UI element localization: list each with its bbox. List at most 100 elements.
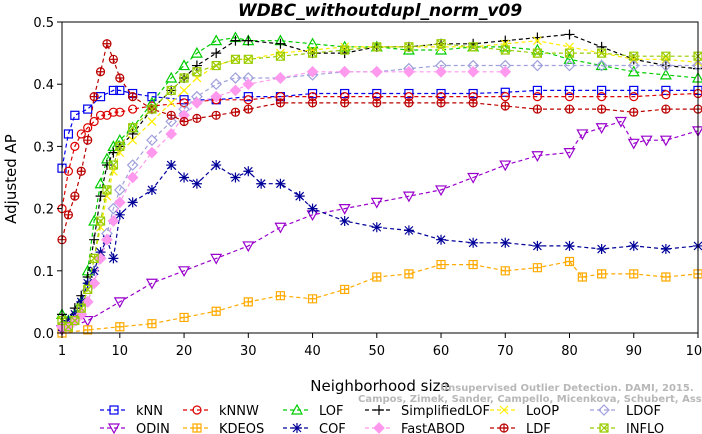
data-point-simplifiedlof (108, 147, 119, 158)
legend-item-inflo: INFLO (590, 422, 664, 434)
data-point-lof (627, 65, 640, 77)
data-point-ldf (179, 116, 189, 127)
data-point-inflo (532, 48, 542, 58)
data-point-lof (306, 37, 319, 49)
data-point-odin (145, 278, 158, 290)
legend-item-fastabod: FastABOD (365, 422, 465, 434)
watermark-line-1: Unsupervised Outlier Detection. DAMI, 20… (440, 383, 694, 394)
data-point-fastabod (435, 65, 447, 78)
data-point-ldf (629, 107, 639, 117)
plot-area (55, 29, 702, 338)
data-point-ldof (165, 115, 178, 128)
legend-label-fastabod: FastABOD (401, 422, 465, 434)
data-point-inflo (70, 315, 80, 326)
data-point-fastabod (338, 65, 351, 78)
data-point-lof (165, 71, 178, 83)
data-point-inflo (661, 51, 671, 61)
data-point-lof (94, 177, 107, 189)
x-tick-label: 90 (625, 344, 642, 359)
data-point-ldof (595, 59, 608, 72)
legend-swatch-marker (499, 423, 509, 433)
legend-item-cof: COF (283, 422, 346, 434)
data-point-simplifiedlof (230, 35, 241, 46)
x-axis-label: Neighborhood size (310, 377, 449, 395)
data-point-cof (146, 184, 157, 195)
data-point-loop (166, 98, 176, 108)
data-point-ldf (115, 73, 125, 83)
data-point-simplifiedlof (243, 35, 254, 46)
data-point-cof (307, 203, 318, 214)
data-point-knnw (564, 92, 575, 102)
data-point-cof (76, 296, 87, 307)
data-point-knn (115, 85, 125, 96)
data-point-knnw (70, 141, 80, 151)
chart-title: WDBC_withoutdupl_norm_v09 (238, 1, 523, 21)
series-line-simplifiedlof (61, 33, 699, 322)
legend-label-ldf: LDF (526, 422, 551, 434)
data-point-simplifiedlof (191, 60, 202, 71)
data-point-kdeos (179, 312, 189, 323)
series-line-kdeos (61, 260, 699, 334)
data-point-fastabod (306, 65, 319, 78)
data-point-odin (370, 197, 383, 209)
data-point-cof (468, 237, 479, 248)
data-point-odin (274, 222, 287, 234)
data-point-ldf (661, 104, 671, 114)
data-point-odin (178, 266, 191, 278)
series-line-inflo (61, 43, 698, 328)
data-point-cof (403, 225, 414, 236)
data-point-simplifiedlof (564, 29, 575, 40)
data-point-lof (563, 53, 576, 64)
data-point-cof (179, 172, 190, 183)
watermark-line-2: Campos, Zimek, Sander, Campello, Micenko… (358, 394, 702, 405)
data-point-odin (531, 151, 544, 162)
data-point-ldof (210, 78, 223, 91)
data-point-cof (532, 240, 543, 251)
data-point-odin (614, 116, 627, 128)
data-point-ldf (63, 210, 74, 220)
data-point-ldof (107, 202, 120, 215)
data-point-kdeos (564, 256, 575, 267)
data-point-ldf (404, 98, 414, 108)
data-point-cof (89, 265, 100, 276)
data-point-knnw (89, 116, 99, 127)
data-point-odin (595, 123, 608, 134)
data-point-cof (127, 197, 138, 208)
data-point-knnw (532, 92, 542, 102)
data-point-cof (371, 222, 382, 233)
data-point-inflo (243, 54, 253, 64)
data-point-simplifiedlof (101, 160, 112, 171)
data-point-knn (436, 88, 446, 99)
data-point-odin (81, 315, 94, 327)
data-point-cof (191, 178, 202, 189)
data-point-loop (532, 36, 542, 46)
x-tick-label: 30 (240, 344, 257, 359)
data-point-inflo (115, 141, 125, 151)
data-point-ldof (531, 59, 544, 72)
data-point-ldf (192, 113, 202, 123)
data-point-knnw (629, 92, 639, 102)
data-point-odin (242, 241, 255, 253)
data-point-odin (402, 191, 415, 203)
data-point-fastabod (370, 65, 383, 78)
data-point-loop (661, 54, 671, 64)
series-line-knnw (61, 92, 699, 209)
data-point-cof (108, 253, 119, 264)
data-point-ldf (83, 135, 93, 145)
data-point-cof (69, 309, 80, 320)
data-point-odin (659, 135, 672, 147)
legend-label-ldof: LDOF (626, 404, 661, 419)
data-point-ldf (307, 98, 318, 108)
data-point-inflo (83, 284, 93, 295)
data-point-kdeos (372, 272, 382, 282)
data-point-cof (243, 166, 254, 177)
data-point-kdeos (597, 269, 607, 279)
data-point-cof (500, 237, 511, 248)
data-point-inflo (102, 185, 112, 195)
data-point-kdeos (629, 269, 639, 279)
x-tick-label: 70 (497, 344, 514, 359)
data-point-odin (640, 135, 653, 147)
series-line-odin (61, 120, 699, 331)
data-point-knn (340, 88, 350, 99)
